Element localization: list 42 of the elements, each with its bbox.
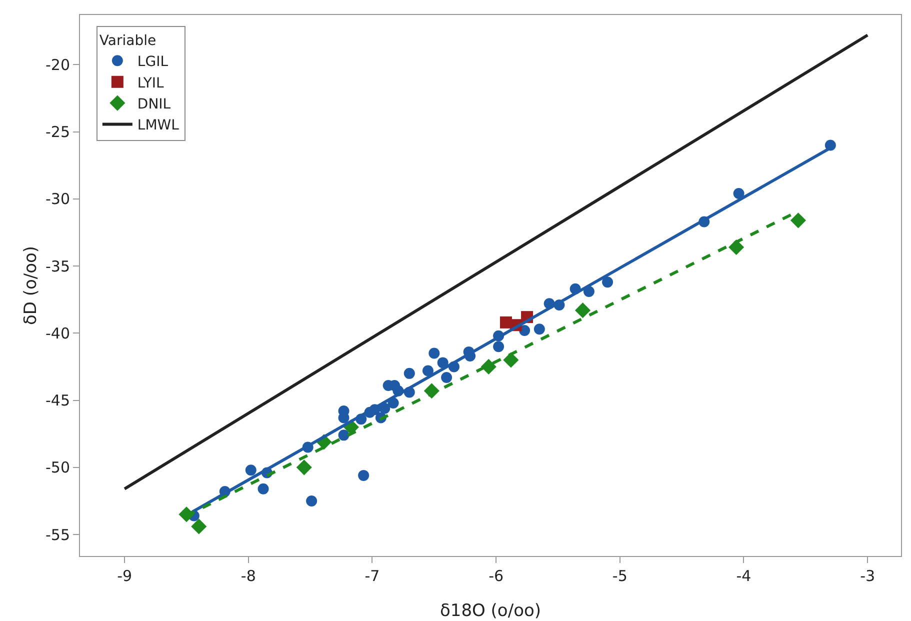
legend-label: LGIL — [137, 54, 168, 70]
y-tick-label: -35 — [46, 257, 70, 276]
point — [338, 430, 350, 441]
point — [493, 341, 504, 352]
point — [790, 212, 806, 228]
point — [306, 495, 318, 506]
point — [422, 365, 434, 376]
x-axis-title: δ18O (o/oo) — [440, 601, 542, 621]
point — [191, 518, 207, 534]
y-tick-label: -25 — [46, 123, 70, 142]
y-tick-label: -55 — [46, 526, 70, 544]
x-tick-label: -4 — [736, 567, 752, 585]
x-tick-label: -5 — [612, 567, 628, 585]
y-axis-title: δD (o/oo) — [21, 246, 41, 326]
x-tick-label: -3 — [860, 567, 876, 585]
point — [574, 302, 591, 318]
x-tick-label: -9 — [117, 567, 132, 585]
point — [480, 358, 496, 375]
legend-label: LYIL — [137, 75, 164, 92]
y-tick-label: -20 — [46, 56, 70, 74]
point — [296, 460, 312, 476]
y-tick-label: -45 — [46, 392, 70, 410]
x-tick-label: -7 — [364, 567, 380, 585]
point — [733, 188, 744, 200]
x-tick-label: -6 — [488, 567, 504, 585]
point — [428, 348, 440, 359]
point — [245, 464, 256, 476]
y-tick-label: -50 — [46, 458, 70, 477]
point — [437, 357, 448, 368]
x-tick-label: -8 — [240, 567, 256, 585]
legend-label: LMWL — [137, 118, 180, 134]
legend-title: Variable — [99, 33, 156, 50]
legend-label: DNIL — [137, 96, 171, 112]
y-tick-label: -30 — [46, 190, 70, 208]
point — [258, 483, 269, 494]
point — [441, 372, 452, 383]
point — [503, 352, 519, 368]
y-tick-label: -40 — [46, 324, 70, 342]
point — [534, 324, 545, 335]
point — [602, 276, 614, 288]
point — [358, 470, 370, 481]
point — [404, 368, 415, 379]
